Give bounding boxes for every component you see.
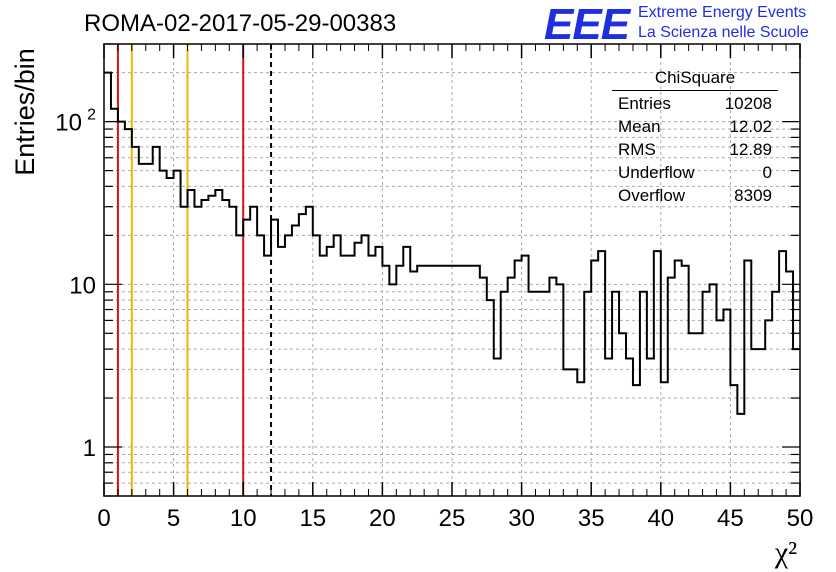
stats-row-underflow: Underflow 0 xyxy=(612,161,778,184)
x-axis-label: χ² xyxy=(774,536,797,569)
x-tick-label: 15 xyxy=(299,505,326,532)
stats-value: 8309 xyxy=(734,186,772,205)
stats-value: 12.02 xyxy=(729,117,772,136)
stats-box: ChiSquare Entries 10208 Mean 12.02 RMS 1… xyxy=(612,68,778,207)
reference-lines xyxy=(116,44,273,496)
eee-logo: EEE xyxy=(544,0,630,49)
stats-label: Entries xyxy=(618,94,671,113)
y-tick-label: 10 xyxy=(69,272,96,299)
stats-value: 10208 xyxy=(724,94,772,113)
x-tick-label: 35 xyxy=(578,505,605,532)
grid-lines xyxy=(104,43,800,497)
x-tick-label: 40 xyxy=(647,505,674,532)
x-tick-label: 5 xyxy=(167,505,180,532)
y-tick-exponent: 2 xyxy=(87,107,96,124)
axis-ticks xyxy=(103,43,801,497)
logo-subtitle-2: La Scienza nelle Scuole xyxy=(638,24,809,41)
y-tick-label: 1 xyxy=(83,435,96,462)
x-tick-label: 45 xyxy=(717,505,744,532)
x-tick-label: 20 xyxy=(369,505,396,532)
stats-row-overflow: Overflow 8309 xyxy=(612,184,778,207)
stats-row-rms: RMS 12.89 xyxy=(612,138,778,161)
stats-label: Mean xyxy=(618,117,661,136)
stats-label: RMS xyxy=(618,140,656,159)
x-tick-label: 25 xyxy=(439,505,466,532)
x-tick-label: 0 xyxy=(97,505,110,532)
x-tick-label: 30 xyxy=(508,505,535,532)
x-tick-labels: 0 5 10 15 20 25 30 35 40 45 50 xyxy=(97,505,813,532)
stats-label: Underflow xyxy=(618,163,695,182)
y-tick-label: 10 xyxy=(55,110,82,137)
stats-title: ChiSquare xyxy=(612,68,778,91)
x-tick-label: 10 xyxy=(230,505,257,532)
stats-value: 0 xyxy=(762,163,772,182)
x-tick-label: 50 xyxy=(787,505,814,532)
y-axis-label: Entries/bin xyxy=(10,48,40,176)
stats-row-mean: Mean 12.02 xyxy=(612,115,778,138)
histogram-series xyxy=(104,71,800,415)
stats-value: 12.89 xyxy=(729,140,772,159)
y-tick-labels: 1 10 10 2 xyxy=(55,107,96,462)
logo-subtitle-1: Extreme Energy Events xyxy=(638,4,807,21)
stats-row-entries: Entries 10208 xyxy=(612,92,778,115)
stats-label: Overflow xyxy=(618,186,686,205)
run-title: ROMA-02-2017-05-29-00383 xyxy=(84,10,397,37)
